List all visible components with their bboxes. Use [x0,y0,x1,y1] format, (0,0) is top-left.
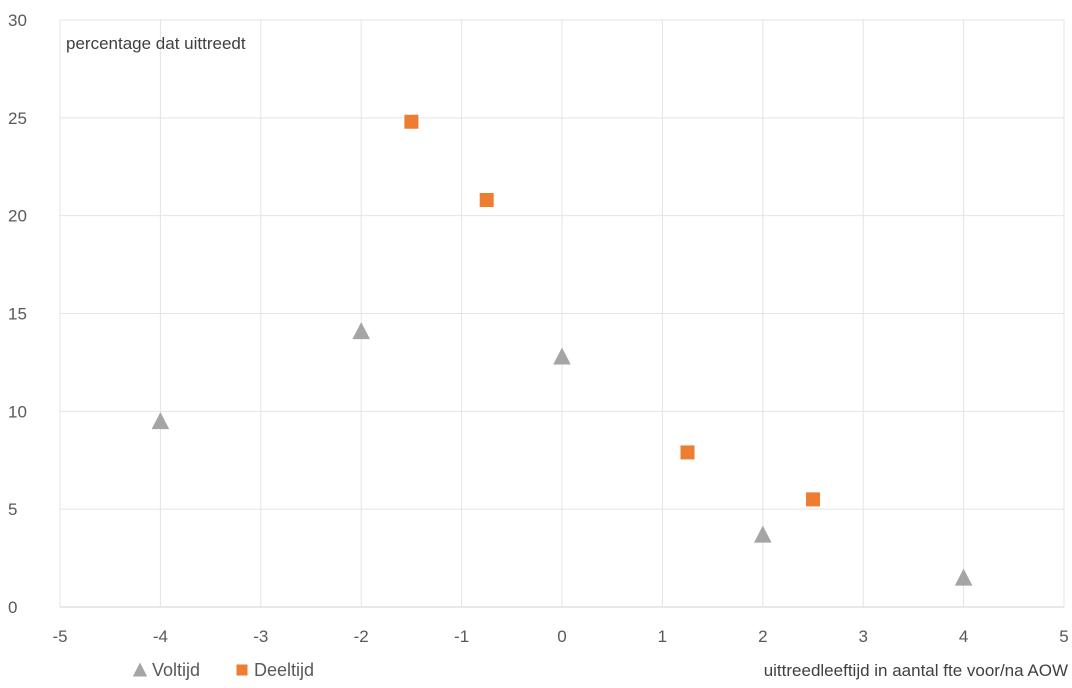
y-tick-label: 5 [8,500,17,519]
x-axis-title: uittreedleeftijd in aantal fte voor/na A… [764,661,1068,680]
voltijd-point [954,568,973,586]
deeltijd-point [479,193,494,208]
y-tick-label: 0 [8,598,17,617]
data-points [151,114,973,586]
voltijd-point [151,412,170,430]
x-tick-label: 0 [557,627,566,646]
x-tick-label: -1 [454,627,469,646]
voltijd-point [352,322,370,340]
y-tick-label: 25 [8,109,27,128]
deeltijd-point [404,114,419,129]
x-tick-label: -2 [354,627,369,646]
x-tick-label: 3 [858,627,867,646]
x-tick-label: -3 [253,627,268,646]
x-tick-label: 1 [658,627,667,646]
legend-label: Voltijd [152,660,200,680]
voltijd-legend-icon [132,662,148,677]
x-tick-label: 4 [959,627,968,646]
x-tick-label: -5 [52,627,67,646]
x-tick-label: 2 [758,627,767,646]
gridlines [59,19,1065,608]
y-tick-label: 30 [8,11,27,30]
y-axis-ticks: 0 5 10 15 20 25 30 [8,11,27,617]
y-tick-label: 10 [8,402,27,421]
legend-label: Deeltijd [254,660,314,680]
y-axis-title: percentage dat uittreedt [66,34,246,53]
voltijd-point [754,525,772,543]
deeltijd-point [680,445,695,460]
x-axis-ticks: -5 -4 -3 -2 -1 0 1 2 3 4 5 [52,627,1068,646]
deeltijd-legend-icon [236,664,248,676]
x-tick-label: 5 [1059,627,1068,646]
x-tick-label: -4 [153,627,168,646]
y-tick-label: 15 [8,305,27,324]
voltijd-point [553,347,571,365]
y-tick-label: 20 [8,207,27,226]
legend: Voltijd Deeltijd [132,660,314,680]
deeltijd-point [806,492,820,507]
